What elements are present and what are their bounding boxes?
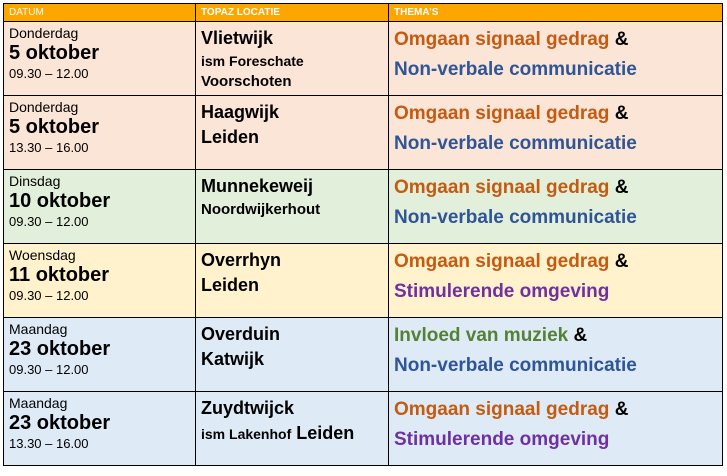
location-cell: Munnekeweij Noordwijkerhout: [195, 169, 389, 244]
theme-ampersand: &: [573, 325, 588, 346]
location-name: Zuydtwijck: [201, 398, 295, 418]
day-label: Donderdag: [9, 99, 79, 115]
table-row: Maandag 23 oktober 13.30 – 16.00 Zuydtwi…: [3, 391, 723, 466]
theme-secondary: Non-verbale communicatie: [394, 59, 637, 80]
date-label: 10 oktober: [9, 190, 111, 212]
date-cell: Dinsdag 10 oktober 09.30 – 12.00: [3, 169, 196, 244]
location-city: Leiden: [201, 127, 260, 147]
time-label: 13.30 – 16.00: [9, 140, 89, 155]
date-cell: Maandag 23 oktober 09.30 – 12.00: [3, 317, 196, 392]
theme-secondary: Non-verbale communicatie: [394, 207, 637, 228]
day-label: Donderdag: [9, 25, 79, 41]
header-datum: DATUM: [3, 3, 196, 22]
table-row: Donderdag 5 oktober 13.30 – 16.00 Haagwi…: [3, 95, 723, 170]
location-city: Leiden: [296, 423, 355, 443]
theme-ampersand: &: [614, 251, 629, 272]
date-label: 5 oktober: [9, 116, 100, 138]
date-label: 5 oktober: [9, 42, 100, 64]
theme-secondary: Non-verbale communicatie: [394, 133, 637, 154]
location-city: Noordwijkerhout: [201, 201, 321, 218]
location-partner: ism Foreschate: [201, 53, 304, 69]
location-name: Haagwijk: [201, 102, 280, 122]
table-row: Woensdag 11 oktober 09.30 – 12.00 Overrh…: [3, 243, 723, 318]
location-city: Katwijk: [201, 349, 265, 369]
location-city: Leiden: [201, 275, 260, 295]
day-label: Maandag: [9, 395, 68, 411]
time-label: 09.30 – 12.00: [9, 362, 89, 377]
schedule-table: DATUM TOPAZ LOCATIE THEMA’S Donderdag 5 …: [3, 3, 723, 466]
theme-cell: Omgaan signaal gedrag & Non-verbale comm…: [388, 169, 723, 244]
theme-primary: Omgaan signaal gedrag: [394, 251, 610, 272]
location-cell: Overduin Katwijk: [195, 317, 389, 392]
header-topaz-locatie: TOPAZ LOCATIE: [195, 3, 389, 22]
header-themas: THEMA’S: [388, 3, 723, 22]
theme-primary: Omgaan signaal gedrag: [394, 29, 610, 50]
time-label: 09.30 – 12.00: [9, 288, 89, 303]
location-name: Munnekeweij: [201, 176, 314, 196]
location-cell: Overrhyn Leiden: [195, 243, 389, 318]
date-cell: Maandag 23 oktober 13.30 – 16.00: [3, 391, 196, 466]
theme-secondary: Stimulerende omgeving: [394, 429, 610, 450]
theme-cell: Omgaan signaal gedrag & Stimulerende omg…: [388, 243, 723, 318]
date-cell: Donderdag 5 oktober 13.30 – 16.00: [3, 95, 196, 170]
location-cell: Haagwijk Leiden: [195, 95, 389, 170]
day-label: Dinsdag: [9, 173, 61, 189]
theme-primary: Omgaan signaal gedrag: [394, 103, 610, 124]
location-partner-line: ism Lakenhof Leiden: [201, 420, 388, 447]
location-name: Overduin: [201, 324, 281, 344]
location-cell: Zuydtwijck ism Lakenhof Leiden: [195, 391, 389, 466]
day-label: Maandag: [9, 321, 68, 337]
theme-primary: Omgaan signaal gedrag: [394, 177, 610, 198]
theme-ampersand: &: [614, 399, 629, 420]
location-name: Overrhyn: [201, 250, 282, 270]
theme-primary: Omgaan signaal gedrag: [394, 399, 610, 420]
theme-cell: Invloed van muziek & Non-verbale communi…: [388, 317, 723, 392]
date-cell: Donderdag 5 oktober 09.30 – 12.00: [3, 21, 196, 96]
time-label: 09.30 – 12.00: [9, 66, 89, 81]
location-cell: Vlietwijk ism Foreschate Voorschoten: [195, 21, 389, 96]
time-label: 09.30 – 12.00: [9, 214, 89, 229]
location-partner: ism Lakenhof: [201, 426, 292, 442]
theme-cell: Omgaan signaal gedrag & Non-verbale comm…: [388, 21, 723, 96]
theme-cell: Omgaan signaal gedrag & Stimulerende omg…: [388, 391, 723, 466]
location-city: Voorschoten: [201, 73, 292, 90]
theme-ampersand: &: [614, 177, 629, 198]
date-label: 23 oktober: [9, 412, 111, 434]
table-row: Dinsdag 10 oktober 09.30 – 12.00 Munneke…: [3, 169, 723, 244]
day-label: Woensdag: [9, 247, 76, 263]
theme-cell: Omgaan signaal gedrag & Non-verbale comm…: [388, 95, 723, 170]
date-label: 23 oktober: [9, 338, 111, 360]
date-label: 11 oktober: [9, 264, 110, 286]
location-name: Vlietwijk: [201, 28, 274, 48]
header-row: DATUM TOPAZ LOCATIE THEMA’S: [3, 3, 723, 22]
table-row: Donderdag 5 oktober 09.30 – 12.00 Vlietw…: [3, 21, 723, 96]
theme-primary: Invloed van muziek: [394, 325, 569, 346]
time-label: 13.30 – 16.00: [9, 436, 89, 451]
theme-secondary: Non-verbale communicatie: [394, 355, 637, 376]
table-row: Maandag 23 oktober 09.30 – 12.00 Overdui…: [3, 317, 723, 392]
theme-ampersand: &: [614, 103, 629, 124]
date-cell: Woensdag 11 oktober 09.30 – 12.00: [3, 243, 196, 318]
theme-secondary: Stimulerende omgeving: [394, 281, 610, 302]
theme-ampersand: &: [614, 29, 629, 50]
